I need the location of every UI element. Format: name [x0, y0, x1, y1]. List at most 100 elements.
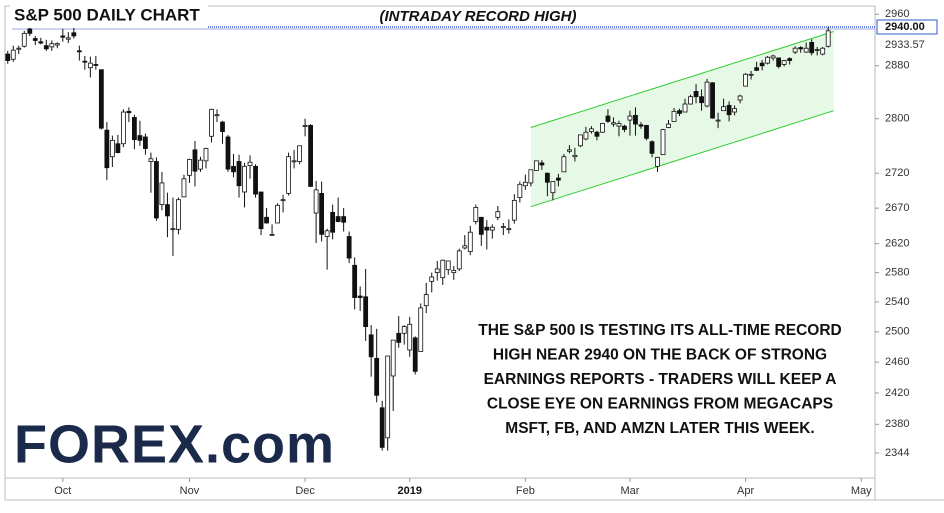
annotation-line: CLOSE EYE ON EARNINGS FROM MEGACAPS — [487, 396, 833, 413]
marks — [5, 26, 875, 451]
candle-body — [176, 199, 181, 230]
candle-body — [710, 82, 715, 119]
candle-body — [611, 122, 616, 125]
candle-body — [522, 181, 528, 187]
candle-body — [379, 407, 385, 448]
candle-body — [792, 47, 798, 53]
candle-body — [743, 73, 749, 87]
x-tick-label: Feb — [516, 485, 535, 497]
candle-body — [555, 177, 561, 181]
candle-body — [60, 35, 66, 38]
candle-body — [297, 145, 302, 162]
candle-body — [693, 90, 699, 98]
candle-body — [302, 125, 308, 127]
candle-body — [770, 55, 776, 59]
candle-body — [825, 30, 831, 47]
candle-body — [759, 62, 765, 67]
candle-body — [71, 32, 77, 37]
candle-body — [748, 73, 754, 76]
y-tick-label: 2540 — [885, 296, 909, 308]
candle-body — [5, 53, 11, 61]
candle-body — [242, 165, 247, 193]
candle-body — [165, 204, 170, 217]
candle-body — [600, 123, 605, 133]
candle-body — [456, 250, 462, 270]
candle-body — [93, 64, 99, 66]
candle-body — [814, 49, 820, 51]
candle-body — [203, 148, 209, 162]
annotation-line: THE S&P 500 IS TESTING ITS ALL-TIME RECO… — [478, 322, 841, 339]
candle-body — [236, 161, 242, 187]
candle-body — [131, 116, 137, 141]
candle-body — [390, 339, 396, 377]
candle-body — [511, 199, 517, 221]
candle-body — [209, 108, 214, 137]
candle-body — [434, 268, 440, 273]
candle-body — [247, 161, 253, 167]
candle-body — [528, 169, 534, 184]
candle-body — [374, 357, 380, 396]
candle-body — [578, 134, 583, 147]
candle-body — [754, 67, 760, 71]
y-tick-label: 2720 — [885, 167, 909, 179]
candle-body — [666, 123, 671, 128]
candle-body — [258, 191, 264, 230]
candle-body — [214, 114, 220, 117]
candle-body — [473, 207, 479, 222]
chart-title: S&P 500 DAILY CHART — [14, 5, 200, 24]
candle-body — [506, 228, 512, 231]
candle-body — [489, 226, 495, 231]
candle-body — [76, 50, 82, 53]
logo: FOREX.com — [14, 414, 335, 474]
title-bg — [10, 4, 208, 28]
candle-body — [170, 228, 176, 231]
candle-body — [357, 295, 363, 298]
y-tick-label: 2880 — [885, 60, 909, 72]
candle-body — [264, 216, 269, 224]
candle-body — [616, 123, 622, 127]
candle-body — [27, 28, 33, 34]
candle-body — [181, 178, 187, 198]
candle-body — [688, 96, 693, 105]
candle-body — [660, 129, 666, 156]
y-tick-label: 2670 — [885, 202, 909, 214]
y-tick-label: 2420 — [885, 387, 909, 399]
candle-body — [429, 276, 435, 282]
x-tick-label: Nov — [180, 485, 200, 497]
channel-line — [530, 110, 834, 208]
y-tick-label: 2380 — [885, 418, 909, 430]
candle-body — [787, 58, 793, 61]
candle-body — [605, 115, 611, 122]
y-tick-label: 2800 — [885, 113, 909, 125]
candle-body — [341, 216, 347, 223]
candle-body — [363, 296, 369, 327]
candle-body — [737, 95, 743, 101]
candle-body — [798, 47, 804, 50]
candle-body — [225, 136, 231, 170]
candle-body — [500, 226, 506, 228]
candle-body — [644, 125, 649, 139]
candle-body — [385, 355, 391, 439]
candle-body — [655, 156, 660, 167]
candle-body — [346, 236, 352, 259]
candle-body — [478, 216, 484, 235]
candle-body — [137, 135, 143, 141]
channel-area — [530, 31, 834, 207]
candle-body — [627, 115, 633, 121]
candle-body — [594, 131, 600, 137]
candle-body — [583, 131, 589, 140]
x-tick-label: Dec — [295, 485, 315, 497]
candle-body — [781, 60, 787, 65]
candle-body — [352, 264, 358, 298]
candle-body — [589, 128, 594, 132]
candle-body — [495, 211, 501, 218]
candle-body — [622, 125, 627, 130]
candle-body — [109, 139, 115, 158]
candle-body — [776, 57, 782, 67]
candle-body — [16, 47, 22, 50]
candle-body — [335, 216, 341, 222]
candle-body — [561, 156, 567, 173]
plot-frame — [4, 5, 876, 479]
candle-body — [319, 192, 325, 235]
